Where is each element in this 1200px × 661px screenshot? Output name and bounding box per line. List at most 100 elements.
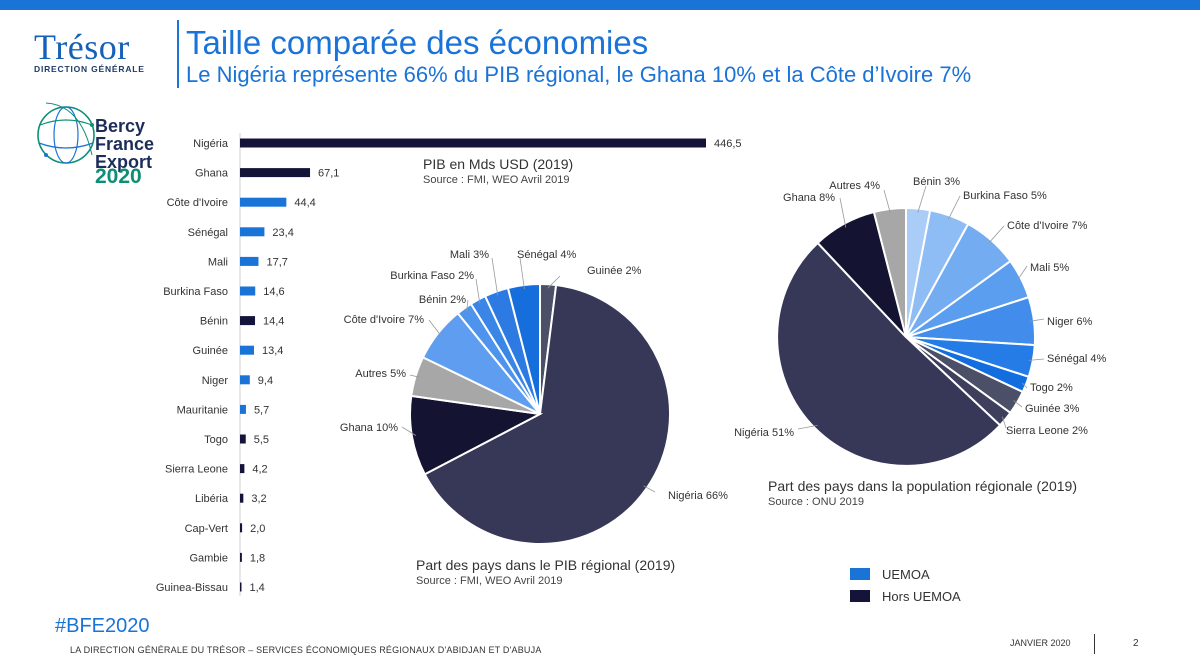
- gdp-pie-leader-autres: [409, 374, 420, 378]
- page-number: 2: [1133, 638, 1139, 649]
- bar-mauritanie: [240, 404, 246, 414]
- gdp-pie-leader-benin: [466, 299, 469, 312]
- population-pie-leader-niger: [1029, 318, 1045, 322]
- gdp-pie-slice-ghana: [408, 394, 544, 476]
- bar-mali: [240, 256, 259, 266]
- bar-value-label-guinea-bissau: 1,4: [250, 582, 265, 594]
- bar-value-label-cap-vert: 2,0: [250, 523, 265, 535]
- population-pie-leader-autres: [883, 189, 891, 214]
- bar-value-label-burkina-faso: 14,6: [263, 286, 284, 298]
- bar-category-label-guinea-bissau: Guinea-Bissau: [156, 582, 228, 594]
- population-pie-leader-senegal: [1028, 358, 1045, 361]
- bar-category-label-gambie: Gambie: [189, 552, 228, 564]
- bar-category-label-mali: Mali: [208, 256, 228, 268]
- population-pie-slice-autres: [872, 206, 907, 338]
- gdp-pie-label-mali: Mali 3%: [450, 249, 489, 261]
- bar-value-label-sierra-leone: 4,2: [252, 464, 267, 476]
- bar-togo: [240, 434, 246, 444]
- footer-text: LA DIRECTION GÉNÉRALE DU TRÉSOR – SERVIC…: [70, 645, 542, 655]
- bfe-line-1: Bercy: [95, 116, 146, 136]
- footer-divider: [1094, 634, 1095, 654]
- bar-sierra-leone: [240, 464, 245, 474]
- gdp-pie-label-guinee: Guinée 2%: [587, 265, 642, 277]
- bar-chart-title: PIB en Mds USD (2019): [423, 156, 574, 172]
- bar-liberia: [240, 493, 244, 503]
- bar-chart-source: Source : FMI, WEO Avril 2019: [423, 174, 570, 186]
- population-pie-label-autres: Autres 4%: [829, 180, 880, 192]
- globe-icon: [37, 102, 95, 164]
- population-pie-label-cote-d-ivoire: Côte d'Ivoire 7%: [1007, 220, 1088, 232]
- legend-swatch-uemoa: [850, 568, 870, 580]
- gdp-bar-chart: Nigéria 446,5 Ghana 67,1 Côte d'Ivoire 44,4 Sé…: [156, 133, 742, 596]
- bar-value-label-mali: 17,7: [266, 256, 287, 268]
- bar-value-label-gambie: 1,8: [250, 552, 265, 564]
- bfe-line-2: France: [95, 134, 155, 154]
- gdp-pie-label-autres: Autres 5%: [355, 368, 406, 380]
- population-pie-leader-togo: [1021, 382, 1028, 389]
- bar-value-label-senegal: 23,4: [272, 227, 293, 239]
- bar-value-label-guinee: 13,4: [262, 345, 283, 357]
- population-pie-label-niger: Niger 6%: [1047, 316, 1092, 328]
- bfe-year: 2020: [95, 165, 142, 188]
- bar-category-label-mauritanie: Mauritanie: [177, 404, 228, 416]
- population-pie-leader-cote-d-ivoire: [988, 225, 1005, 244]
- tresor-logo: Trésor: [34, 27, 130, 67]
- bar-value-label-togo: 5,5: [254, 434, 269, 446]
- legend-swatch-hors-uemoa: [850, 590, 870, 602]
- bar-cap-vert: [240, 523, 243, 533]
- bar-burkina-faso: [240, 286, 256, 296]
- population-pie-label-togo: Togo 2%: [1030, 382, 1073, 394]
- bar-value-label-mauritanie: 5,7: [254, 404, 269, 416]
- gdp-pie-slice-nigeria: [423, 283, 671, 545]
- gdp-pie-leader-nigeria: [643, 485, 656, 493]
- bar-benin: [240, 316, 256, 326]
- population-pie-leader-benin: [917, 185, 927, 213]
- population-pie-leader-burkina-faso: [947, 195, 961, 220]
- tresor-logo-subtitle: DIRECTION GÉNÉRALE: [34, 64, 145, 74]
- bar-gambie: [240, 552, 242, 562]
- bar-category-label-sierra-leone: Sierra Leone: [165, 464, 228, 476]
- bfe-line-3: Export: [95, 152, 153, 172]
- page-title: Taille comparée des économies: [186, 24, 649, 61]
- population-pie-label-nigeria: Nigéria 51%: [734, 427, 794, 439]
- bar-niger: [240, 375, 250, 385]
- gdp-pie-leader-cote-d-ivoire: [428, 319, 442, 337]
- population-pie-source: Source : ONU 2019: [768, 496, 864, 508]
- population-pie-label-sierra-leone: Sierra Leone 2%: [1006, 425, 1088, 437]
- population-pie-title: Part des pays dans la population régiona…: [768, 478, 1077, 494]
- gdp-pie-label-senegal: Sénégal 4%: [517, 249, 577, 261]
- gdp-pie-label-nigeria: Nigéria 66%: [668, 490, 728, 502]
- gdp-pie-label-cote-d-ivoire: Côte d'Ivoire 7%: [344, 314, 425, 326]
- bar-category-label-guinee: Guinée: [193, 345, 228, 357]
- bar-value-label-ghana: 67,1: [318, 168, 339, 180]
- bar-category-label-cote-d-ivoire: Côte d'Ivoire: [167, 197, 228, 209]
- population-pie-label-guinee: Guinée 3%: [1025, 403, 1080, 415]
- population-pie-leader-sierra-leone: [1001, 416, 1007, 429]
- population-pie-leader-nigeria: [797, 425, 818, 430]
- gdp-pie-title: Part des pays dans le PIB régional (2019…: [416, 557, 676, 573]
- bar-nigeria: [240, 138, 706, 148]
- gdp-pie-source: Source : FMI, WEO Avril 2019: [416, 575, 563, 587]
- gdp-share-pie: Guinée 2% Nigéria 66% Ghana 10% Autres 5% Cô…: [340, 249, 728, 545]
- legend-label-hors-uemoa: Hors UEMOA: [882, 588, 961, 604]
- gdp-pie-leader-senegal: [519, 257, 525, 290]
- population-pie-label-burkina-faso: Burkina Faso 5%: [963, 190, 1047, 202]
- gdp-pie-leader-guinee: [547, 275, 561, 289]
- bar-category-label-togo: Togo: [204, 434, 228, 446]
- bar-senegal: [240, 227, 265, 237]
- page-subtitle: Le Nigéria représente 66% du PIB régiona…: [186, 62, 972, 87]
- legend-item-hors-uemoa: Hors UEMOA: [850, 585, 961, 607]
- gdp-pie-label-benin: Bénin 2%: [419, 294, 466, 306]
- bar-value-label-benin: 14,4: [263, 316, 284, 328]
- bfe-logo-text: Bercy France Export: [95, 117, 154, 171]
- bar-ghana: [240, 168, 311, 178]
- bar-guinee: [240, 345, 254, 355]
- bar-category-label-liberia: Libéria: [195, 493, 229, 505]
- bar-guinea-bissau: [240, 582, 242, 592]
- population-pie-label-ghana: Ghana 8%: [783, 192, 835, 204]
- bar-category-label-ghana: Ghana: [195, 168, 229, 180]
- bar-value-label-niger: 9,4: [258, 375, 273, 387]
- top-accent-bar: [0, 0, 1200, 10]
- population-share-pie: Bénin 3%Burkina Faso 5% Côte d'Ivoire 7% M…: [734, 176, 1107, 467]
